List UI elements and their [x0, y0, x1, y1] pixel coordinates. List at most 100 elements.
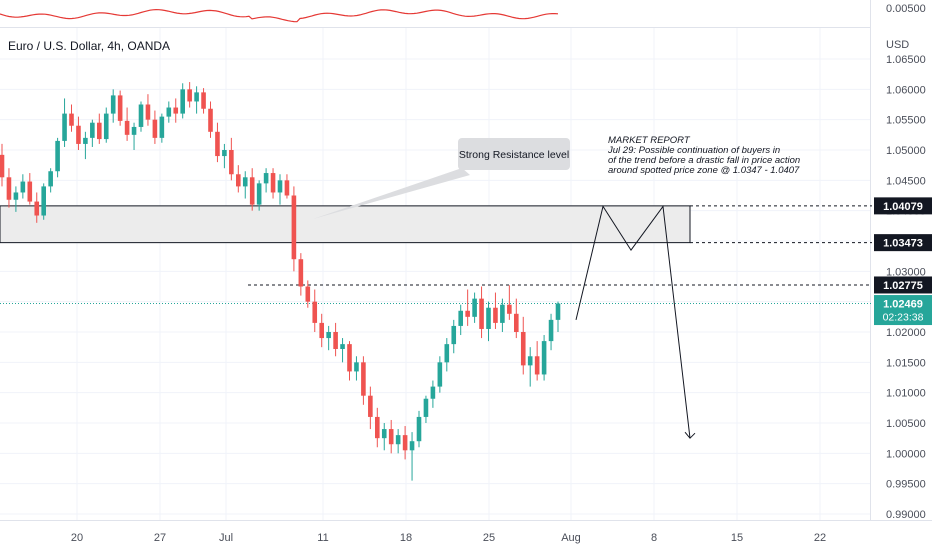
candle-body [0, 154, 5, 178]
candle-body [117, 95, 123, 121]
candle-body [444, 344, 450, 363]
candle-body [437, 362, 443, 387]
candle-body [6, 177, 12, 200]
candle-body [222, 150, 227, 157]
price-tick-label: 0.99000 [886, 509, 926, 521]
candle-body [201, 92, 206, 109]
countdown-text: 02:23:38 [883, 312, 924, 324]
price-tick-label: 1.00000 [886, 448, 926, 460]
candle-body [527, 356, 533, 366]
candles [0, 82, 561, 481]
candle-body [131, 126, 137, 135]
candle-body [270, 173, 276, 193]
candle-body [138, 104, 144, 127]
candle-body [180, 89, 185, 114]
callout-box [458, 138, 570, 170]
candle-body [90, 122, 95, 138]
price-tag-support: 1.02775 [874, 276, 932, 294]
indicator-axis-value: 0.00500 [886, 3, 926, 15]
price-tick-label: 1.04500 [886, 175, 926, 187]
market-report[interactable]: MARKET REPORT Jul 29: Possible continuat… [607, 135, 800, 176]
candle-body [27, 181, 33, 202]
candle-body [284, 180, 290, 196]
projection-path[interactable] [575, 205, 691, 439]
candle-body [152, 119, 158, 138]
resistance-zone[interactable] [0, 205, 691, 244]
candle-body [340, 344, 345, 349]
price-tag-current-text: 1.02469 [883, 299, 923, 311]
candle-body [402, 435, 408, 451]
time-tick-label: 8 [651, 532, 657, 544]
candle-body [124, 120, 130, 135]
candle-body [298, 259, 304, 287]
price-tag-support-text: 1.02775 [883, 280, 923, 292]
candle-body [354, 362, 359, 372]
price-tick-label: 1.02000 [886, 327, 926, 339]
candle-body [451, 325, 457, 345]
report-line-3: around spotted price zone @ 1.0347 - 1.0… [608, 165, 800, 176]
candle-body [520, 332, 526, 366]
candle-body [263, 173, 269, 184]
time-tick-label: 20 [71, 532, 83, 544]
candle-body [187, 89, 192, 102]
candle-body [76, 125, 81, 144]
candle-body [173, 107, 179, 114]
price-tag-lower: 1.03473 [874, 234, 932, 252]
price-tag-upper: 1.04079 [874, 197, 932, 215]
candle-body [20, 181, 26, 193]
candle-body [13, 192, 19, 200]
candle-body [194, 92, 199, 102]
candle-body [312, 301, 318, 323]
candle-body [229, 150, 234, 175]
candle-body [97, 122, 102, 140]
candle-body [555, 303, 561, 320]
candle-body [465, 310, 470, 317]
candle-body [83, 137, 88, 144]
candle-body [333, 332, 338, 349]
candle-body [479, 298, 484, 329]
time-tick-label: 18 [400, 532, 412, 544]
price-tick-label: 1.06000 [886, 84, 926, 96]
time-tick-label: 11 [317, 532, 328, 544]
candle-body [236, 174, 241, 187]
candle-body [368, 395, 373, 417]
candle-body [381, 429, 387, 439]
time-tick-label: 27 [154, 532, 166, 544]
price-tick-label: 1.03000 [886, 266, 926, 278]
candle-body [159, 116, 165, 138]
candle-body [249, 177, 255, 205]
callout-pointer [313, 168, 470, 219]
candle-body [472, 298, 477, 317]
candle-body [486, 307, 491, 329]
price-tag-lower-text: 1.03473 [883, 238, 923, 250]
price-tick-label: 1.01000 [886, 388, 926, 400]
candle-body [347, 344, 352, 372]
candle-body [48, 171, 53, 187]
indicator-line [0, 8, 559, 23]
candle-body [500, 304, 505, 323]
time-tick-label: 22 [814, 532, 826, 544]
currency-label: USD [886, 39, 909, 51]
candle-body [69, 113, 74, 126]
candle-body [416, 416, 422, 442]
candle-body [541, 341, 547, 375]
candle-body [103, 113, 109, 140]
candle-body [55, 140, 60, 172]
candle-body [409, 441, 415, 451]
resistance-callout[interactable]: Strong Resistance level [313, 138, 570, 219]
price-tick-label: 1.05000 [886, 145, 926, 157]
time-tick-label: Aug [561, 532, 581, 544]
candle-body [375, 416, 380, 439]
candle-body [493, 307, 498, 323]
projection-arrowhead [684, 431, 696, 439]
candle-body [110, 95, 116, 114]
candle-body [62, 113, 67, 141]
candle-body [534, 356, 540, 375]
candle-body [41, 186, 46, 216]
time-tick-label: Jul [219, 532, 233, 544]
price-tag-current: 1.02469 02:23:38 [874, 295, 932, 326]
candle-body [166, 107, 172, 117]
candle-body [548, 319, 554, 342]
time-axis[interactable]: 20 27 Jul 11 18 25 Aug 8 15 22 [71, 532, 826, 544]
